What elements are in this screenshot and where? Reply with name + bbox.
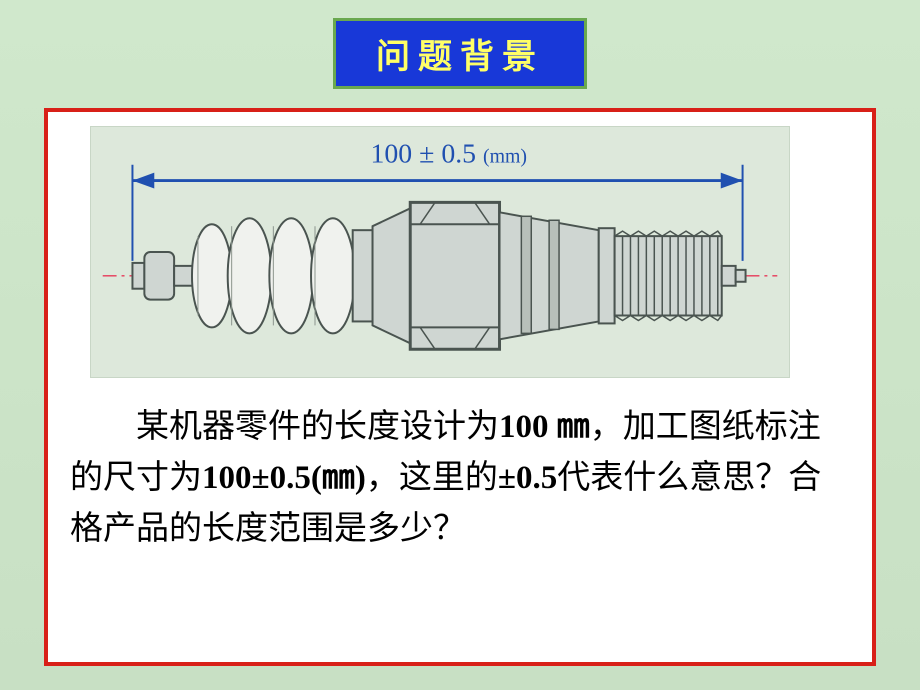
text-seg-1: 某机器零件的长度设计为	[136, 409, 499, 445]
spark-plug-diagram: 100 ± 0.5 (mm)	[90, 126, 790, 378]
value-3: ±0.5	[498, 460, 557, 496]
title-box: 问题背景	[333, 18, 587, 89]
dimension-label: 100 ± 0.5 (mm)	[371, 139, 527, 170]
problem-text: 某机器零件的长度设计为100 ㎜，加工图纸标注的尺寸为100±0.5(㎜)，这里…	[70, 402, 850, 555]
value-1: 100 ㎜	[499, 409, 590, 445]
text-seg-3: ，这里的	[366, 460, 498, 496]
main-content-box: 100 ± 0.5 (mm)	[44, 108, 876, 666]
value-2: 100±0.5(㎜)	[202, 460, 366, 496]
diagram-svg: 100 ± 0.5 (mm)	[91, 127, 789, 377]
title-text: 问题背景	[376, 38, 544, 76]
